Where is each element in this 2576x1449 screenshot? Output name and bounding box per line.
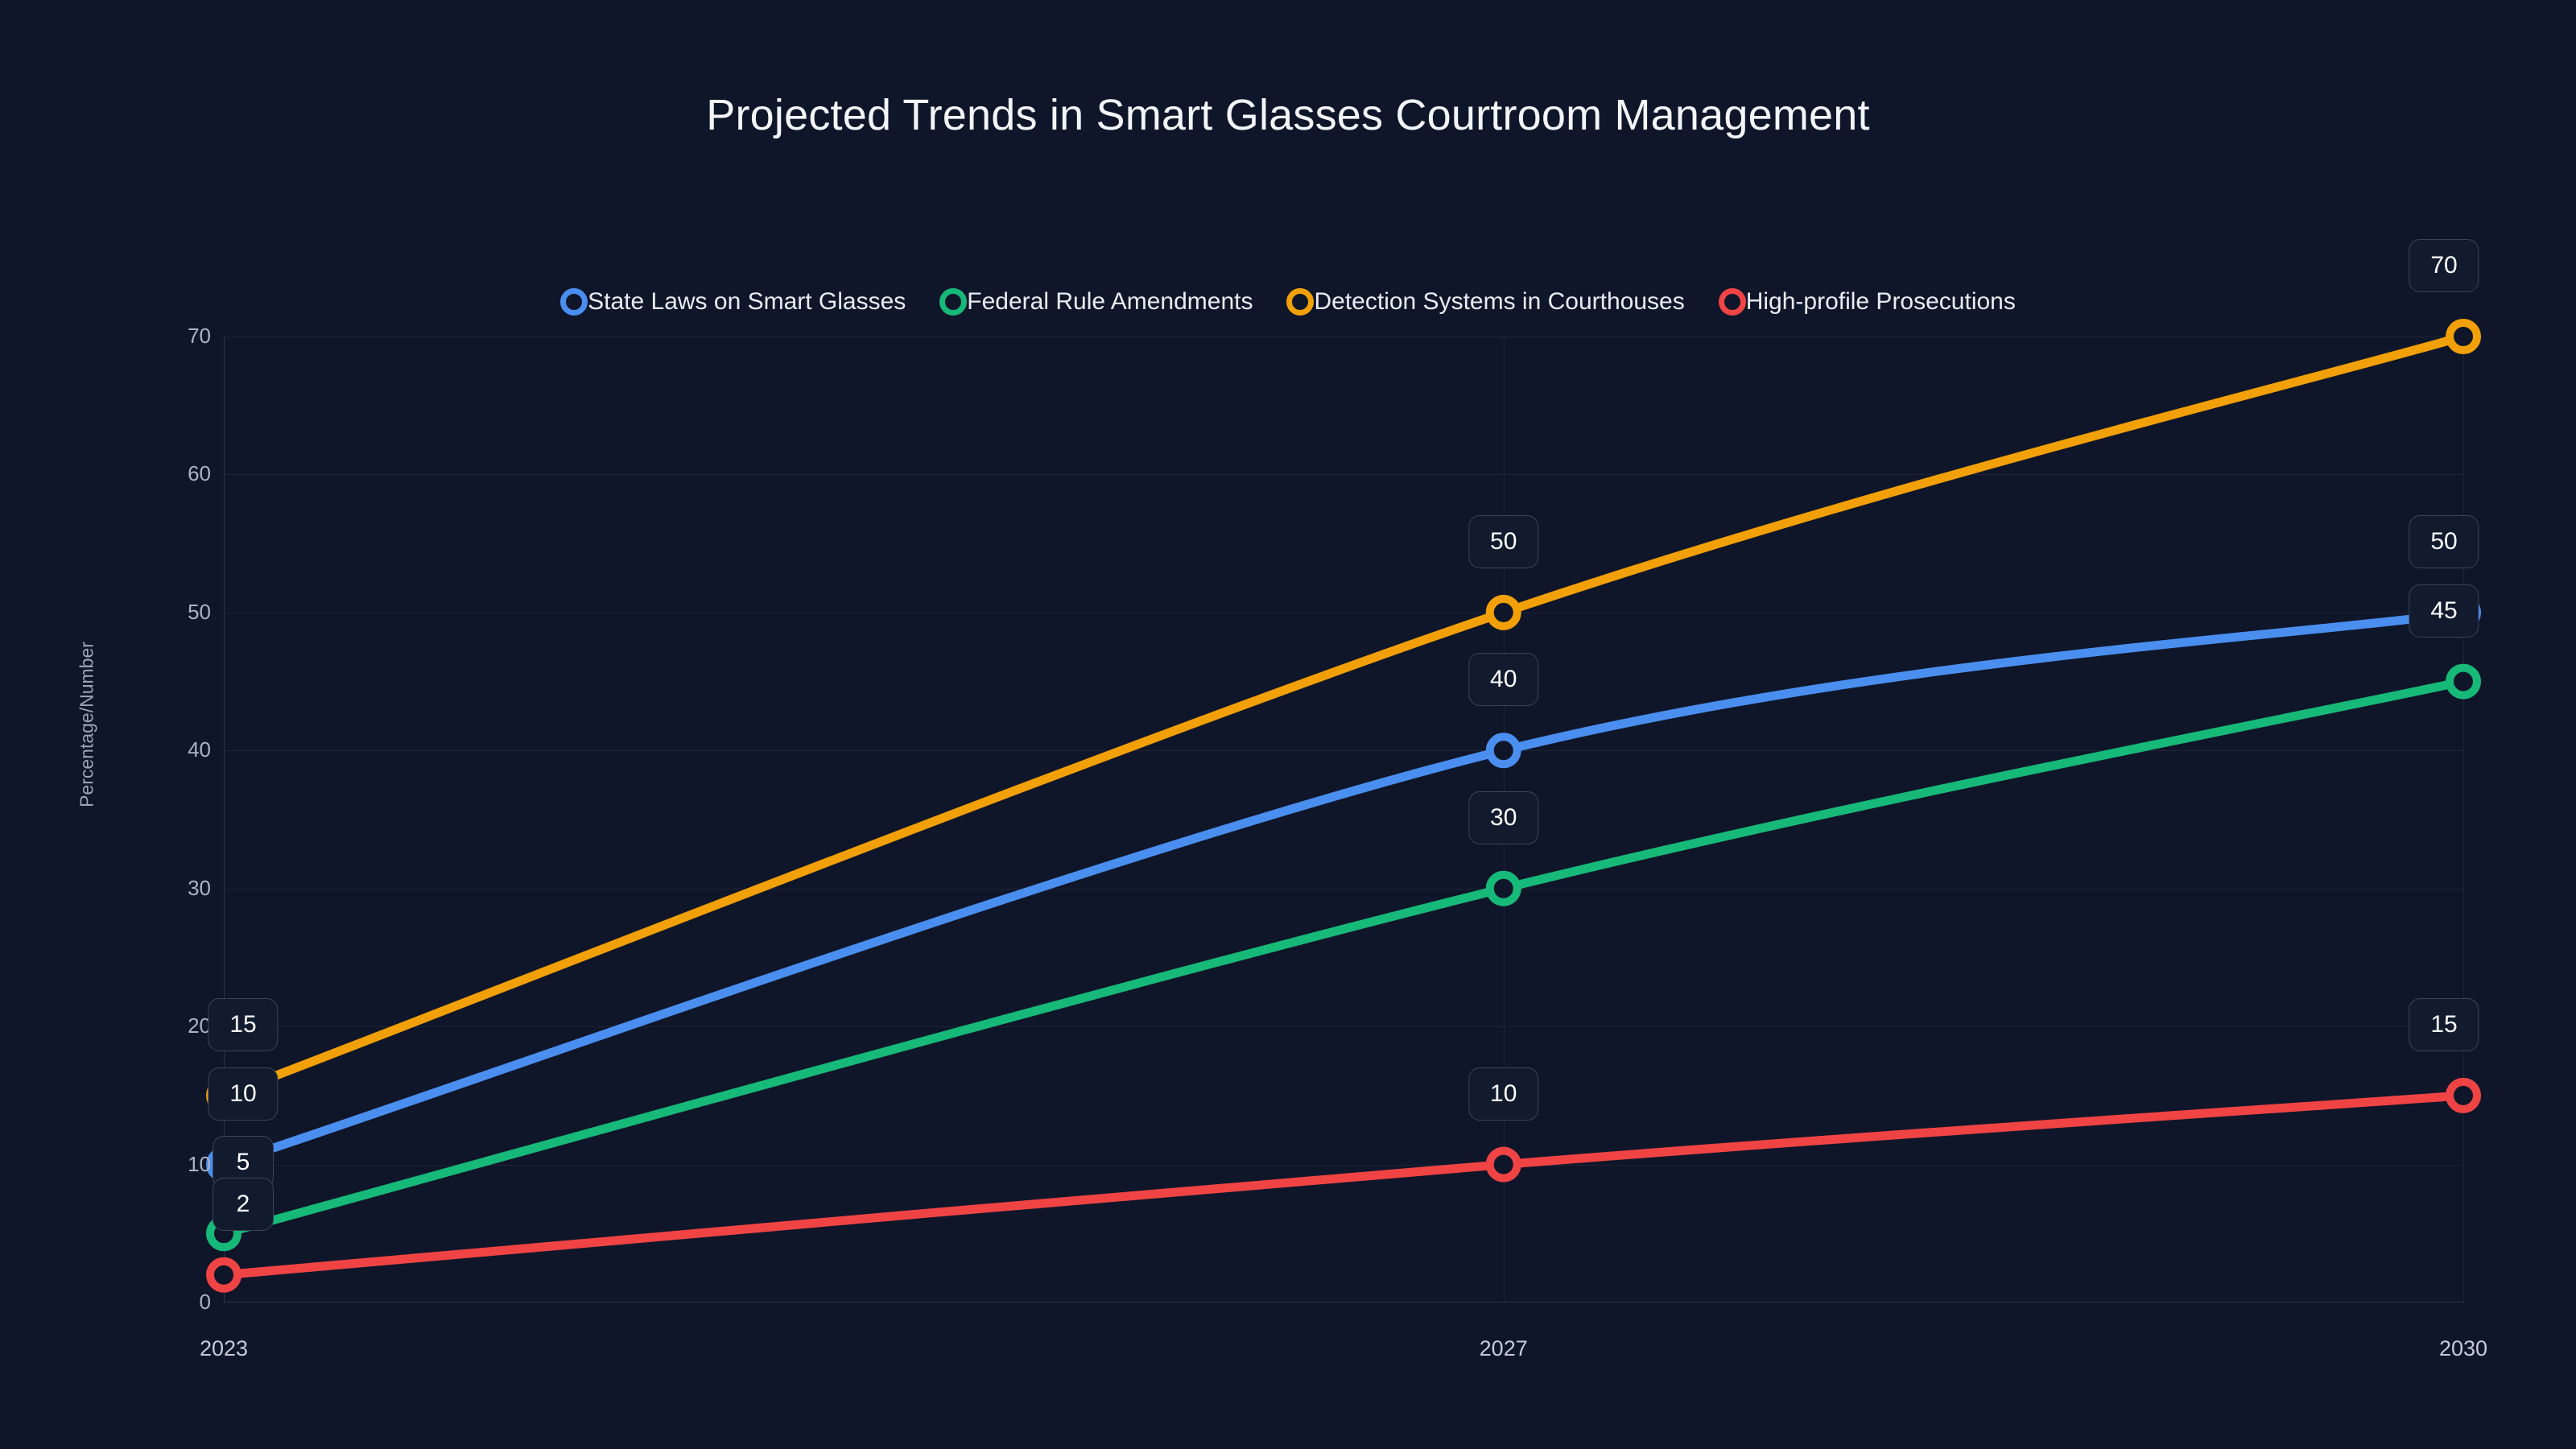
y-axis-tick-label: 10 xyxy=(188,1151,211,1176)
y-axis-tick-label: 70 xyxy=(188,324,211,348)
gridline-horizontal xyxy=(224,474,2463,476)
gridline-horizontal xyxy=(224,750,2463,752)
y-axis-tick-label: 50 xyxy=(188,599,211,624)
legend-item[interactable]: Detection Systems in Courthouses xyxy=(1286,288,1685,316)
data-point-marker[interactable] xyxy=(1485,1146,1521,1183)
circle-ring-icon xyxy=(939,288,968,316)
data-point-label: 45 xyxy=(2409,584,2479,638)
legend-item-label: Federal Rule Amendments xyxy=(967,288,1253,315)
data-point-label: 2 xyxy=(213,1177,274,1231)
y-axis-tick-label: 60 xyxy=(188,461,211,486)
page-title: Projected Trends in Smart Glasses Courtr… xyxy=(706,91,1870,139)
legend-item-label: State Laws on Smart Glasses xyxy=(588,288,906,315)
data-point-label: 15 xyxy=(2409,997,2479,1051)
data-point-label: 40 xyxy=(1468,653,1539,707)
circle-ring-icon xyxy=(1718,288,1746,316)
legend-item[interactable]: Federal Rule Amendments xyxy=(939,288,1253,316)
legend-item-label: Detection Systems in Courthouses xyxy=(1314,288,1685,315)
x-axis-tick-label: 2030 xyxy=(2438,1336,2488,1360)
legend-item[interactable]: High-profile Prosecutions xyxy=(1718,288,2016,316)
chart-legend: State Laws on Smart Glasses Federal Rule … xyxy=(0,288,2576,316)
data-point-label: 70 xyxy=(2409,239,2479,292)
circle-ring-icon xyxy=(560,288,588,316)
data-point-label: 15 xyxy=(208,997,279,1051)
data-point-marker[interactable] xyxy=(2446,319,2481,354)
plot-area xyxy=(206,319,2481,1302)
series-line xyxy=(219,1091,2468,1280)
series-layer xyxy=(206,319,2481,1293)
data-point-marker[interactable] xyxy=(1485,733,1521,769)
series-group xyxy=(206,663,2481,1252)
data-point-label: 50 xyxy=(2409,514,2479,568)
gridline-horizontal xyxy=(224,1164,2463,1166)
y-axis-tick-label: 20 xyxy=(188,1013,211,1038)
data-point-marker[interactable] xyxy=(2446,1077,2481,1113)
gridline-horizontal xyxy=(224,336,2463,337)
circle-ring-icon xyxy=(1286,288,1315,316)
legend-item[interactable]: State Laws on Smart Glasses xyxy=(560,288,906,316)
series-line xyxy=(219,677,2468,1238)
series-group xyxy=(206,1077,2481,1293)
gridline-vertical xyxy=(2463,336,2464,1302)
y-axis-tick-label: 30 xyxy=(188,875,211,900)
series-line xyxy=(219,332,2468,1100)
y-axis-label: Percentage/Number xyxy=(76,642,97,807)
legend-item-label: High-profile Prosecutions xyxy=(1745,288,2016,315)
data-point-marker[interactable] xyxy=(1485,870,1521,906)
data-point-label: 30 xyxy=(1468,791,1539,844)
gridline-horizontal xyxy=(224,888,2463,890)
x-axis-tick-label: 2027 xyxy=(1479,1336,1528,1360)
data-point-marker[interactable] xyxy=(206,1257,242,1293)
y-axis-tick-label: 40 xyxy=(188,737,211,762)
series-group xyxy=(206,594,2481,1183)
data-point-marker[interactable] xyxy=(1485,594,1521,630)
series-line xyxy=(219,608,2468,1170)
y-axis-tick-label: 0 xyxy=(199,1290,211,1314)
data-point-marker[interactable] xyxy=(2446,663,2481,700)
data-point-label: 10 xyxy=(208,1067,279,1121)
data-point-label: 10 xyxy=(1468,1067,1539,1121)
data-point-label: 50 xyxy=(1468,514,1539,568)
gridline-horizontal xyxy=(224,1026,2463,1028)
series-group xyxy=(206,319,2481,1113)
x-axis-tick-label: 2023 xyxy=(199,1336,249,1360)
y-axis-line xyxy=(224,336,225,1302)
